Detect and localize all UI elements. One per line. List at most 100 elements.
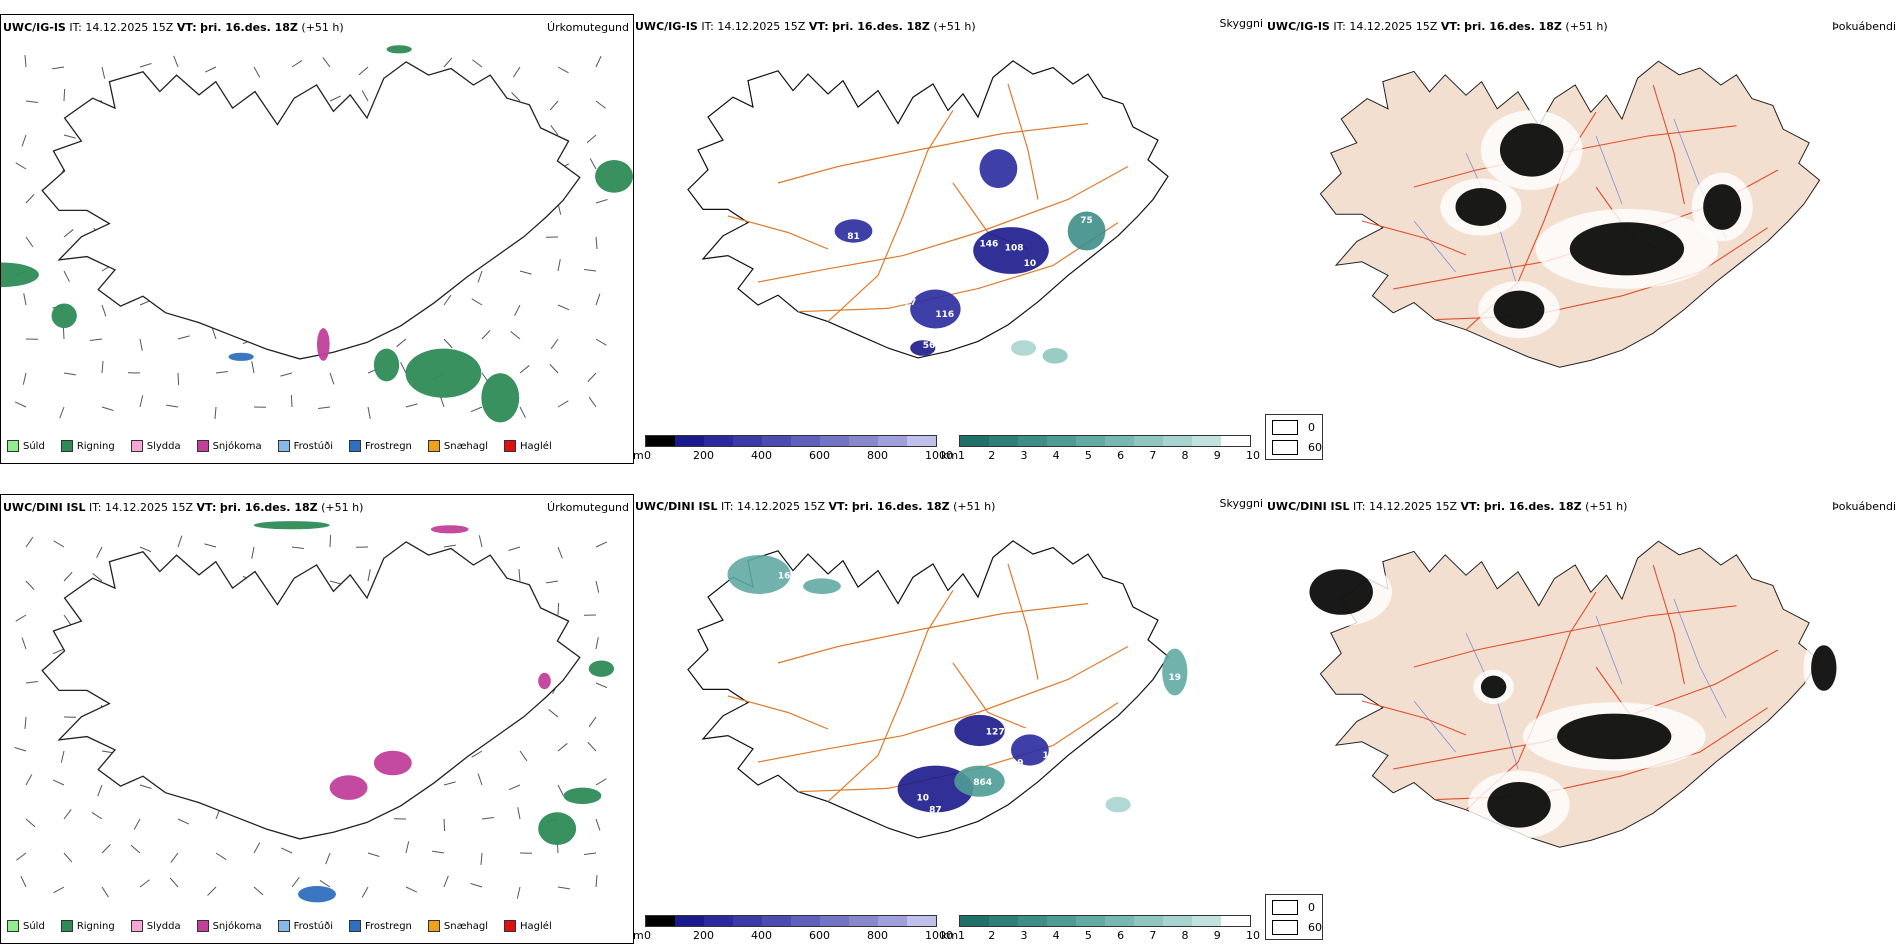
legend-label: Haglél bbox=[520, 440, 552, 452]
value-label: 75 bbox=[1080, 216, 1093, 226]
colorbar-tick: 0 bbox=[644, 449, 651, 462]
legend-swatch bbox=[427, 920, 440, 932]
colorbar-tick: 2 bbox=[988, 929, 996, 942]
legend-swatch bbox=[277, 440, 290, 452]
colorbar-tick: 10 bbox=[1246, 929, 1260, 942]
legend-label: Snæhagl bbox=[443, 920, 489, 932]
legend-label: Slydda bbox=[146, 920, 181, 932]
colorbar-tick: 200 bbox=[693, 449, 714, 462]
panel-title: UWC/DINI ISL IT: 14.12.2025 15Z VT: þri.… bbox=[3, 501, 364, 514]
colorbar-tick: 800 bbox=[867, 929, 888, 942]
value-label: 16 bbox=[778, 571, 791, 581]
legend-swatch bbox=[196, 440, 209, 452]
legend-swatch bbox=[427, 440, 440, 452]
value-label: 11 bbox=[1017, 770, 1030, 780]
colorbar-tick: 0 bbox=[644, 929, 651, 942]
colorbar-tick: 9 bbox=[1213, 929, 1221, 942]
fog-swatch bbox=[1272, 420, 1298, 435]
legend-label: Súld bbox=[23, 920, 45, 932]
legend-swatch bbox=[60, 440, 73, 452]
colorbar-tick: 200 bbox=[693, 929, 714, 942]
legend-swatch bbox=[130, 920, 143, 932]
value-label: 10 bbox=[1024, 259, 1037, 269]
legend-swatch bbox=[504, 920, 517, 932]
colorbar-tick: 10 bbox=[1246, 449, 1260, 462]
panel-title: UWC/IG-IS IT: 14.12.2025 15Z VT: þri. 16… bbox=[3, 21, 344, 34]
legend-swatch bbox=[130, 440, 143, 452]
colorbar-tick: 6 bbox=[1117, 929, 1125, 942]
panel-tag: Skyggni bbox=[1219, 17, 1263, 30]
precip-panel-1: UWC/IG-IS IT: 14.12.2025 15Z VT: þri. 16… bbox=[0, 14, 634, 464]
value-label: 159 bbox=[961, 805, 980, 815]
legend-label: Frostúði bbox=[293, 440, 333, 452]
panel-tag: Þokuábendi bbox=[1832, 20, 1896, 33]
precip-legend: Súld Rigning Slydda Snjókoma Frostúði Frostre… bbox=[1, 920, 562, 932]
legend-swatch bbox=[60, 920, 73, 932]
colorbar-tick: 7 bbox=[1149, 929, 1157, 942]
value-label: 77 bbox=[904, 298, 917, 308]
colorbar-tick: 9 bbox=[1213, 449, 1221, 462]
legend-swatch bbox=[349, 920, 361, 932]
iceland-map bbox=[1, 45, 633, 423]
panel-tag: Skyggni bbox=[1219, 497, 1263, 510]
colorbar-tick: 1 bbox=[958, 449, 965, 462]
value-label: 19 bbox=[1169, 673, 1182, 683]
visibility-panel-1: UWC/IG-IS IT: 14.12.2025 15Z VT: þri. 16… bbox=[633, 17, 1263, 462]
panel-title: UWC/IG-IS IT: 14.12.2025 15Z VT: þri. 16… bbox=[1267, 20, 1608, 33]
panel-title: UWC/DINI ISL IT: 14.12.2025 15Z VT: þri.… bbox=[1267, 500, 1628, 513]
fog-panel-1: UWC/IG-IS IT: 14.12.2025 15Z VT: þri. 16… bbox=[1265, 14, 1900, 414]
value-label: 127 bbox=[986, 727, 1005, 737]
colorbar-tick: 8 bbox=[1181, 929, 1189, 942]
value-label: 10 bbox=[917, 794, 930, 804]
legend-label: Súld bbox=[23, 440, 45, 452]
precip-panel-2: UWC/DINI ISL IT: 14.12.2025 15Z VT: þri.… bbox=[0, 494, 634, 944]
legend-label: Snjókoma bbox=[212, 920, 262, 932]
fog-swatch bbox=[1272, 920, 1298, 935]
colorbar-tick: 1 bbox=[958, 929, 965, 942]
iceland-map bbox=[1319, 60, 1821, 368]
legend-label: Haglél bbox=[520, 920, 552, 932]
visibility-panel-2: UWC/DINI ISL IT: 14.12.2025 15Z VT: þri.… bbox=[633, 497, 1263, 942]
legend-label: Snjókoma bbox=[212, 440, 262, 452]
value-label: 87 bbox=[929, 805, 942, 815]
value-label: 19 bbox=[1011, 759, 1024, 769]
colorbar-tick: 5 bbox=[1084, 929, 1092, 942]
colorbar-tick: 8 bbox=[1181, 449, 1189, 462]
value-label: 146 bbox=[980, 240, 999, 250]
iceland-map: 16 127 32 19 12 11 864 10 159 87 19 bbox=[687, 540, 1188, 839]
legend-swatch bbox=[7, 920, 19, 932]
legend-swatch bbox=[349, 440, 361, 452]
colorbar-tick: 800 bbox=[867, 449, 888, 462]
panel-title: UWC/IG-IS IT: 14.12.2025 15Z VT: þri. 16… bbox=[635, 20, 976, 33]
colorbar-tick: 3 bbox=[1020, 929, 1028, 942]
colorbar-tick: 400 bbox=[751, 449, 772, 462]
legend-label: Frostregn bbox=[365, 440, 412, 452]
legend-swatch bbox=[196, 920, 209, 932]
fog-panel-2: UWC/DINI ISL IT: 14.12.2025 15Z VT: þri.… bbox=[1265, 494, 1900, 894]
colorbar-tick: 6 bbox=[1117, 449, 1125, 462]
colorbar-tick: 2 bbox=[988, 449, 996, 462]
legend-label: Frostregn bbox=[365, 920, 412, 932]
panel-title: UWC/DINI ISL IT: 14.12.2025 15Z VT: þri.… bbox=[635, 500, 996, 513]
colorbar-tick: 5 bbox=[1084, 449, 1092, 462]
colorbar-tick: 7 bbox=[1149, 449, 1157, 462]
value-label: 81 bbox=[847, 232, 860, 242]
legend-label: Snæhagl bbox=[443, 440, 489, 452]
legend-swatch bbox=[504, 440, 517, 452]
value-label: 32 bbox=[1024, 727, 1037, 737]
panel-tag: Þokuábendi bbox=[1832, 500, 1896, 513]
value-label: 116 bbox=[935, 310, 954, 320]
colorbar-tick: 600 bbox=[809, 449, 830, 462]
panel-tag: Úrkomutegund bbox=[547, 21, 629, 34]
fog-legend-2: 0 60 bbox=[1265, 894, 1323, 940]
colorbar-tick: 4 bbox=[1052, 449, 1060, 462]
fog-legend-1: 0 60 bbox=[1265, 414, 1323, 460]
colorbar-tick: 1000 bbox=[925, 449, 953, 462]
fog-swatch bbox=[1272, 440, 1298, 455]
legend-label: Rigning bbox=[76, 440, 115, 452]
legend-swatch bbox=[7, 440, 19, 452]
iceland-map bbox=[14, 521, 615, 903]
colorbar-tick: 4 bbox=[1052, 929, 1060, 942]
colorbar-tick: 1000 bbox=[925, 929, 953, 942]
